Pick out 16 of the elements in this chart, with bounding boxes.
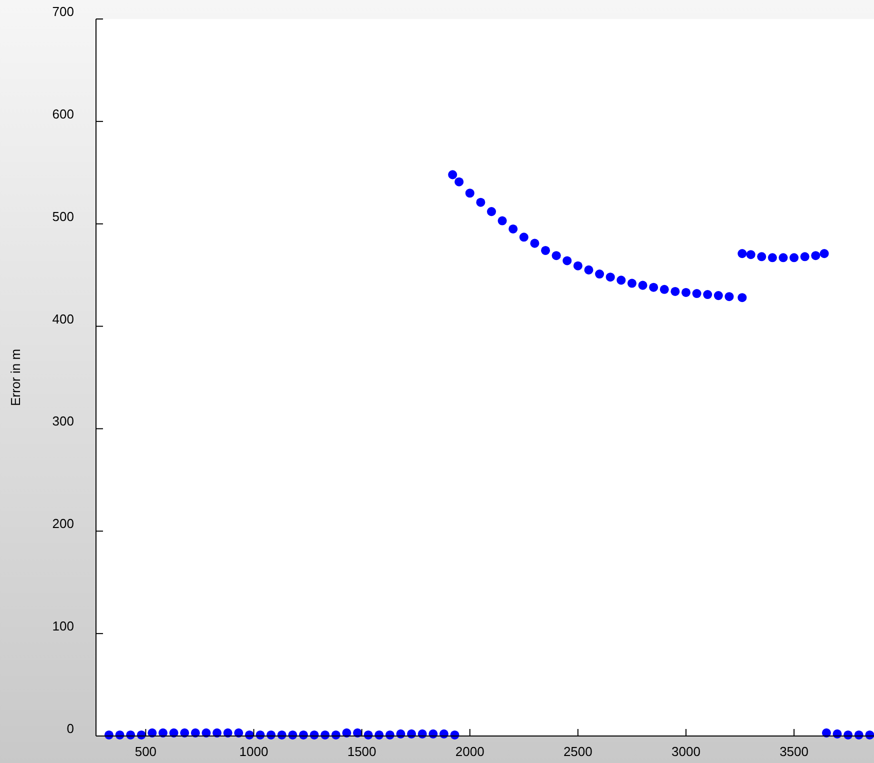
x-tick-label: 2000 xyxy=(455,744,484,759)
y-tick-label: 600 xyxy=(52,106,74,122)
y-axis-title: Error in m xyxy=(8,348,23,406)
y-tick-label: 0 xyxy=(66,721,74,736)
y-tick-label: 100 xyxy=(52,618,74,634)
y-tick-label: 700 xyxy=(52,4,74,19)
y-tick-label: 200 xyxy=(52,516,74,532)
y-tick-label: 300 xyxy=(52,414,74,429)
y-tick-label: 400 xyxy=(52,311,74,326)
x-tick-label: 2500 xyxy=(563,744,592,759)
x-tick-label: 3500 xyxy=(780,744,808,759)
x-tick-label: 500 xyxy=(134,744,157,759)
x-tick-label: 1500 xyxy=(347,744,376,759)
x-tick-label: 1000 xyxy=(239,744,268,759)
x-tick-label: 3000 xyxy=(672,744,700,759)
y-tick-label: 500 xyxy=(52,208,74,224)
